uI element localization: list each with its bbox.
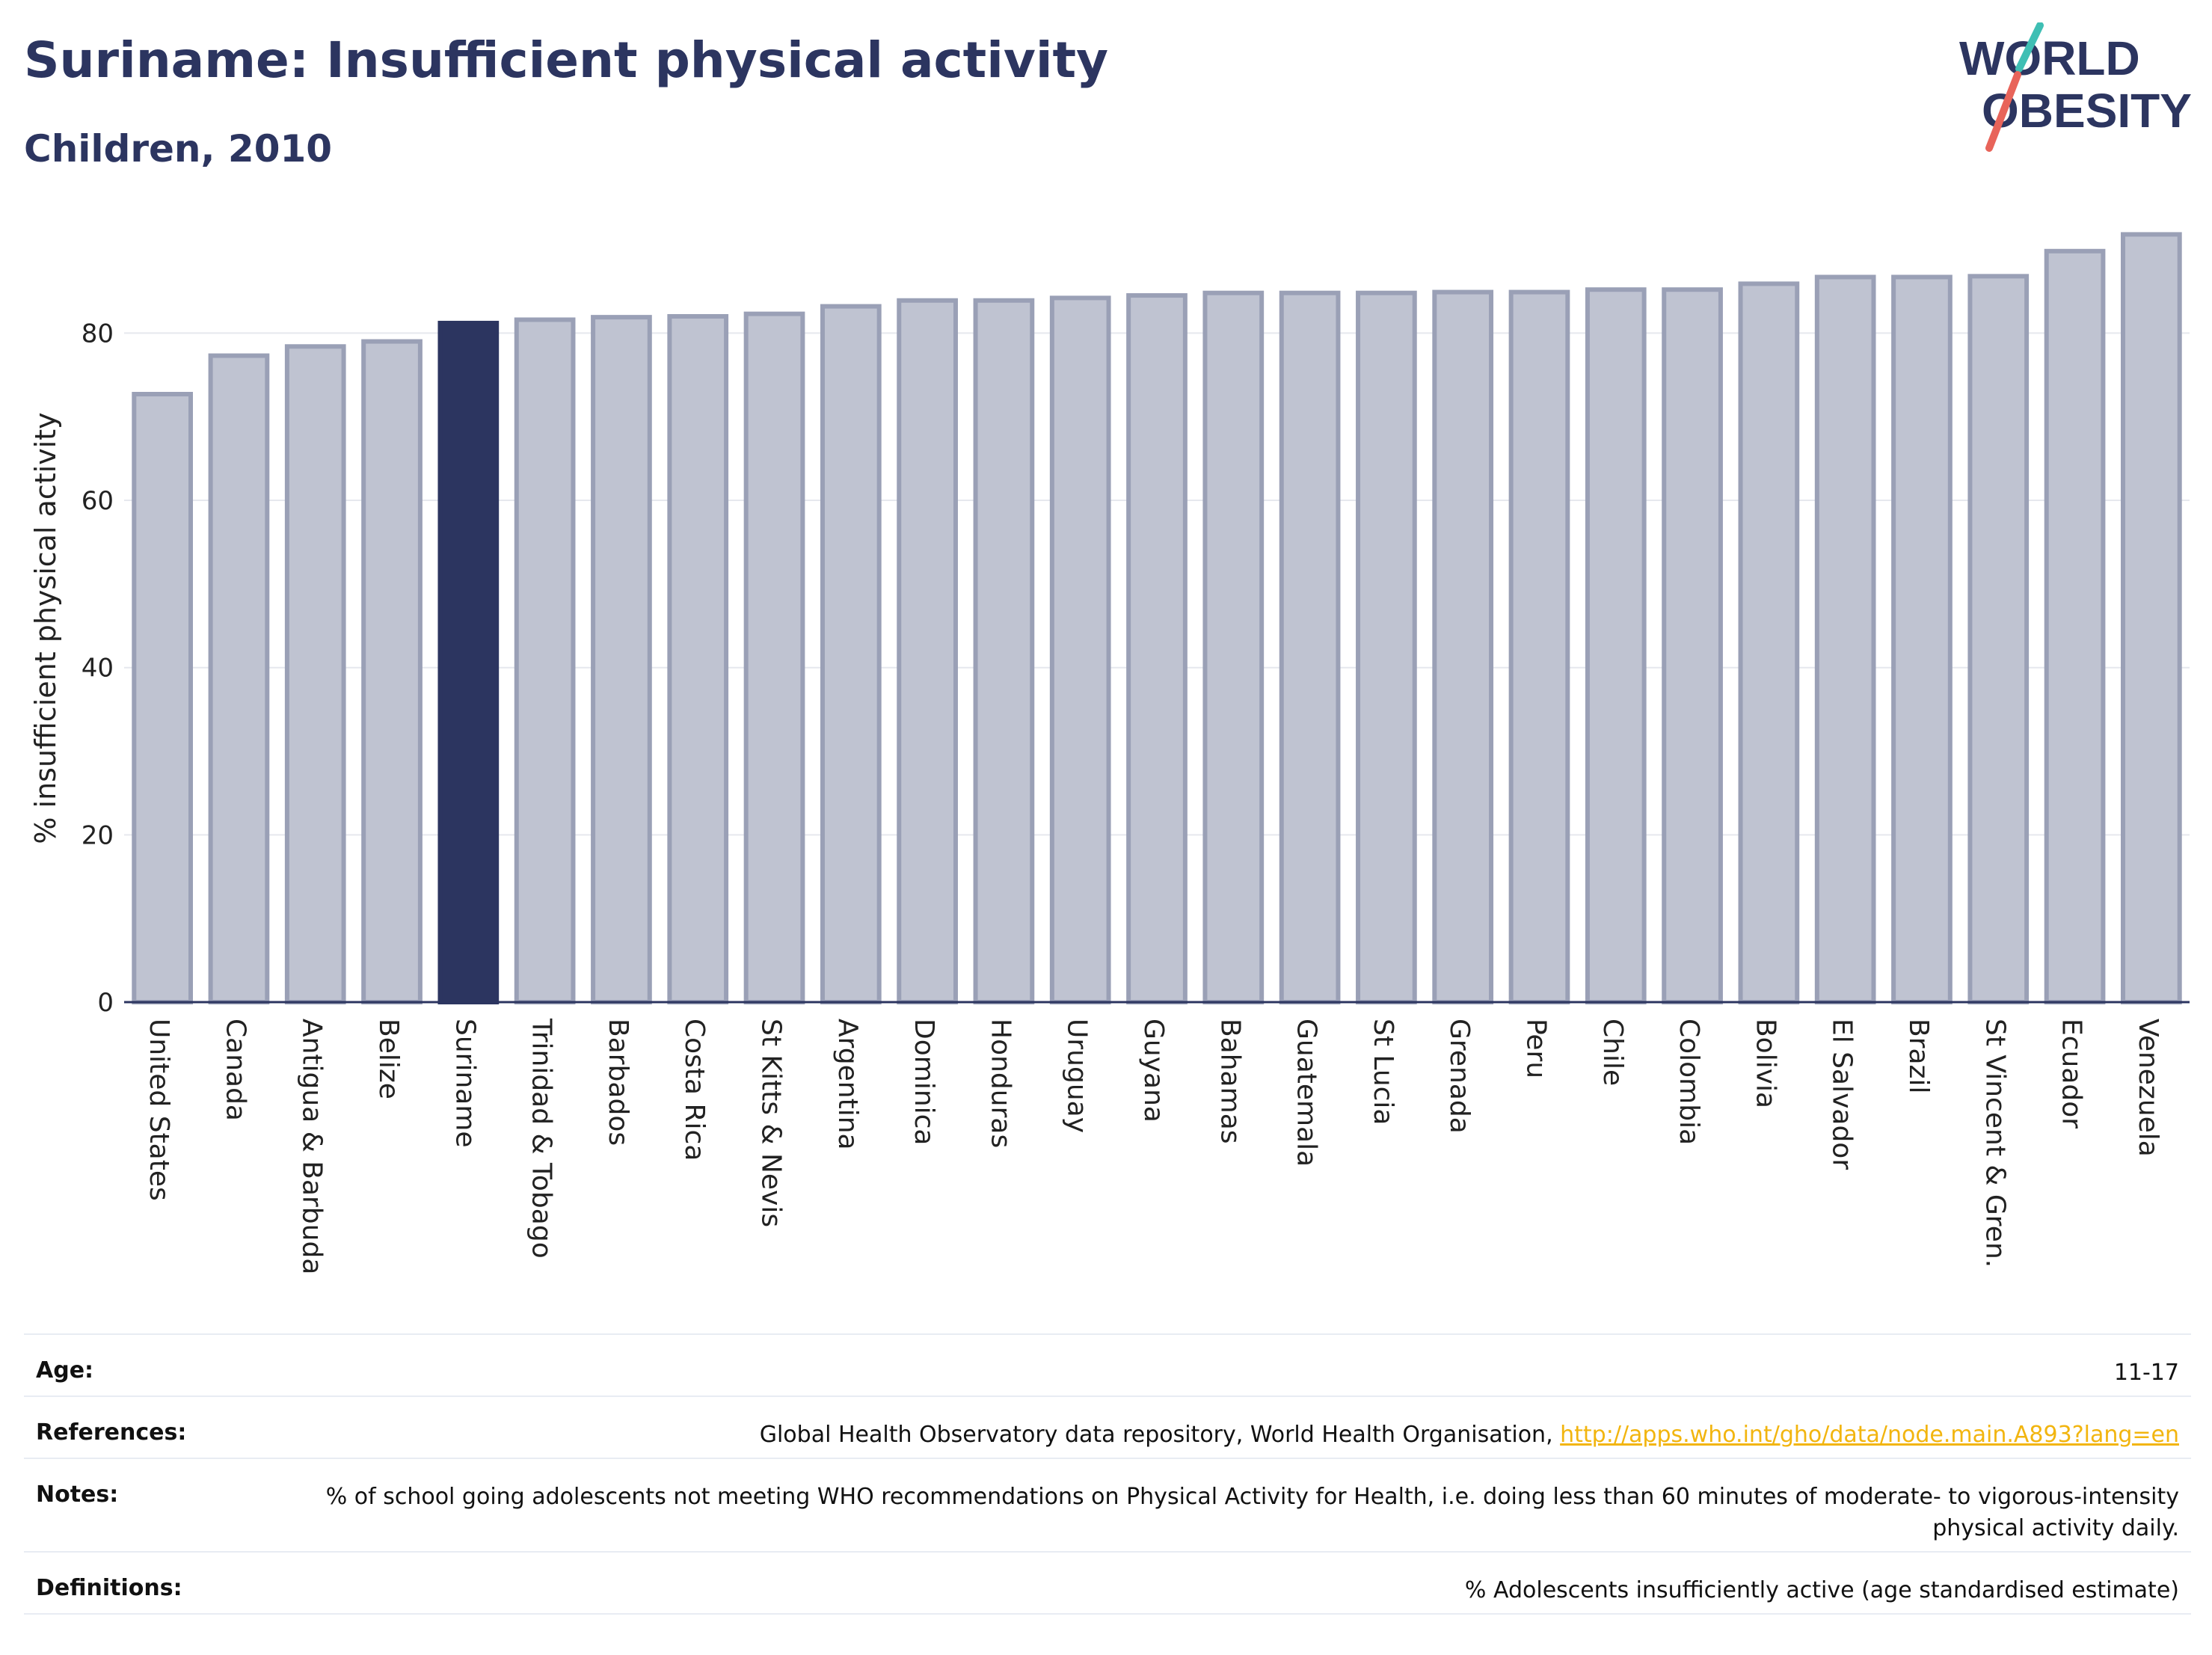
x-tick-label: Barbados [603,1019,633,1146]
notes-value: % of school going adolescents not meetin… [325,1484,2179,1541]
logo-slash-teal [2015,22,2044,73]
info-row-age: Age: 11-17 [24,1335,2191,1397]
bar [208,353,270,1004]
x-tick-label: Brazil [1903,1019,1934,1093]
chart-subtitle: Children, 2010 [24,127,333,171]
y-axis-ticks: 0 20 40 60 80 [82,319,114,1018]
info-row-notes: Notes: % of school going adolescents not… [24,1459,2191,1553]
bar [1891,274,1953,1005]
logo-line-2: OBESITY [1982,84,2192,138]
x-tick-label: Argentina [832,1019,863,1150]
x-tick-label: Antigua & Barbuda [297,1019,328,1274]
x-tick-label: Chile [1597,1019,1628,1086]
bar [1049,295,1111,1004]
references-text: Global Health Observatory data repositor… [759,1422,1561,1448]
y-tick-label: 20 [82,820,114,850]
bars [132,232,2182,1005]
x-tick-label: Guatemala [1291,1019,1322,1167]
references-value: Global Health Observatory data repositor… [760,1419,2179,1451]
x-tick-label: Venezuela [2133,1019,2163,1157]
x-tick-label: St Lucia [1368,1019,1398,1126]
bar [361,339,423,1004]
bar [973,298,1035,1005]
bar [820,304,882,1005]
definitions-value: % Adolescents insufficiently active (age… [1464,1577,2179,1603]
x-axis-labels: United States Canada Antigua & Barbuda Beli… [144,1018,2163,1274]
age-value: 11-17 [2113,1360,2179,1386]
definitions-label: Definitions: [36,1575,182,1601]
bar [284,344,346,1005]
bar [897,298,958,1005]
world-obesity-logo: WORLD OBESITY [1959,22,2192,152]
bar [1432,289,1494,1005]
x-tick-label: St Kitts & Nevis [756,1019,787,1227]
references-link[interactable]: http://apps.who.int/gho/data/node.main.A… [1560,1422,2179,1448]
bar [514,317,576,1004]
x-tick-label: El Salvador [1827,1019,1858,1170]
info-row-references: References: Global Health Observatory da… [24,1397,2191,1459]
x-tick-label: Costa Rica [679,1019,710,1161]
bar [1202,290,1265,1005]
bar [1662,287,1723,1004]
x-tick-label: Trinidad & Tobago [526,1018,557,1259]
y-tick-label: 40 [82,654,114,684]
x-tick-label: Bahamas [1214,1019,1245,1144]
x-tick-label: Belize [373,1019,404,1099]
bar [1126,293,1188,1004]
x-tick-label: Suriname [449,1019,480,1148]
x-tick-label: Bolivia [1750,1019,1781,1108]
bar [1967,274,2030,1005]
x-tick-label: Ecuador [2056,1019,2087,1129]
x-tick-label: Peru [1520,1019,1551,1078]
info-table: Age: 11-17 References: Global Health Obs… [24,1333,2191,1615]
references-label: References: [36,1419,187,1446]
bar [1279,290,1341,1005]
bar [1738,281,1800,1005]
bar [1508,289,1570,1005]
bar [743,311,805,1005]
x-tick-label: Colombia [1674,1019,1704,1145]
bar [132,392,193,1004]
age-label: Age: [36,1357,94,1384]
y-tick-label: 80 [82,319,114,348]
x-tick-label: Grenada [1444,1019,1475,1134]
y-tick-label: 60 [82,486,114,516]
bar [591,315,652,1004]
logo-slash-coral [1985,71,2021,152]
x-tick-label: United States [144,1019,174,1201]
chart-title: Suriname: Insufficient physical activity [24,31,1109,89]
x-tick-label: Dominica [909,1019,939,1146]
info-row-definitions: Definitions: % Adolescents insufficientl… [24,1553,2191,1615]
x-tick-label: Guyana [1138,1019,1169,1123]
y-tick-label: 0 [97,988,114,1018]
x-tick-label: Canada [220,1019,251,1121]
bar-chart: 0 20 40 60 80 United States Canada Antigua & B… [29,232,2190,1274]
bar [667,314,729,1005]
y-axis-title: % insufficient physical activity [29,412,62,844]
x-tick-label: St Vincent & Gren. [1979,1019,2010,1268]
bar [2121,232,2182,1005]
logo-line-1: WORLD [1959,31,2140,85]
bar [1814,274,1876,1005]
bar [1585,287,1647,1004]
bar [1356,290,1417,1005]
x-tick-label: Uruguay [1062,1019,1093,1133]
bar [2044,248,2106,1004]
bar-highlighted [437,320,500,1005]
x-tick-label: Honduras [985,1019,1016,1148]
notes-label: Notes: [36,1481,119,1508]
